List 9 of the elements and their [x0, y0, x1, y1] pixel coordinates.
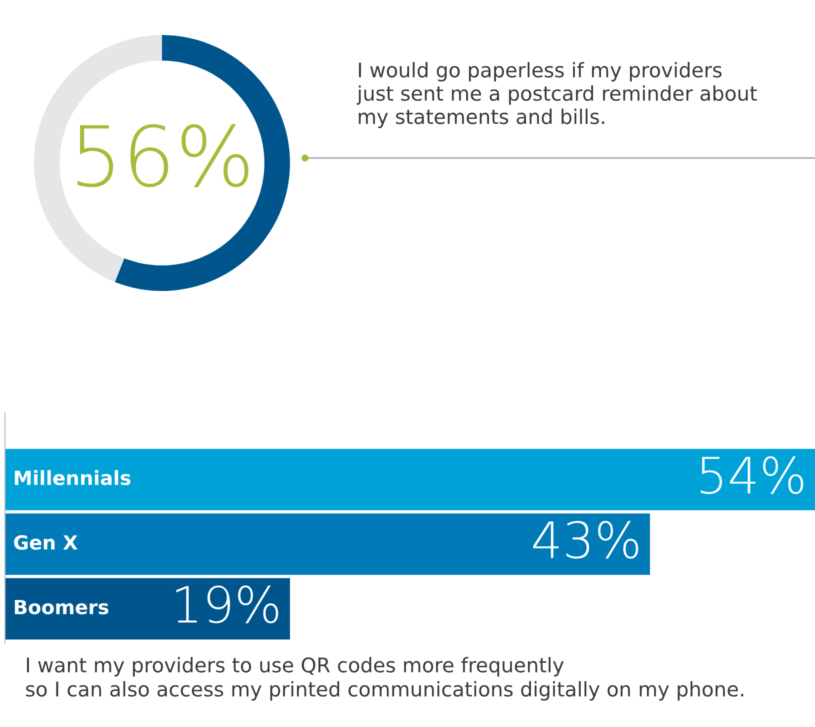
data-label: 54%	[700, 456, 804, 494]
data-label: 43%	[533, 520, 638, 559]
data-label: 19%	[176, 585, 278, 624]
y-tick-label: Gen X	[14, 535, 78, 550]
y-tick-label: Boomers	[14, 600, 108, 614]
text: I want my providers to use QR codes more frequently so I can also access my printed communications digitally on my phone.	[26, 657, 744, 701]
data-label: 56%	[78, 124, 248, 188]
y-tick-label: Millennials	[14, 470, 130, 486]
text: I would go paperless if my providers just sent me a postcard reminder about my statements and bills.	[356, 62, 757, 128]
